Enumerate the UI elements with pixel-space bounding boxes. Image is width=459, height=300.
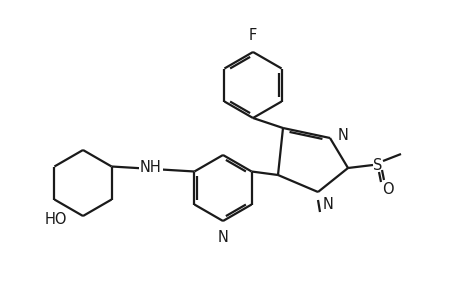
Text: N: N (337, 128, 348, 142)
Text: O: O (381, 182, 393, 197)
Text: S: S (373, 158, 382, 172)
Text: F: F (248, 28, 257, 43)
Text: HO: HO (45, 212, 67, 227)
Text: N: N (217, 230, 228, 245)
Text: NH: NH (140, 160, 162, 175)
Text: N: N (322, 197, 333, 212)
